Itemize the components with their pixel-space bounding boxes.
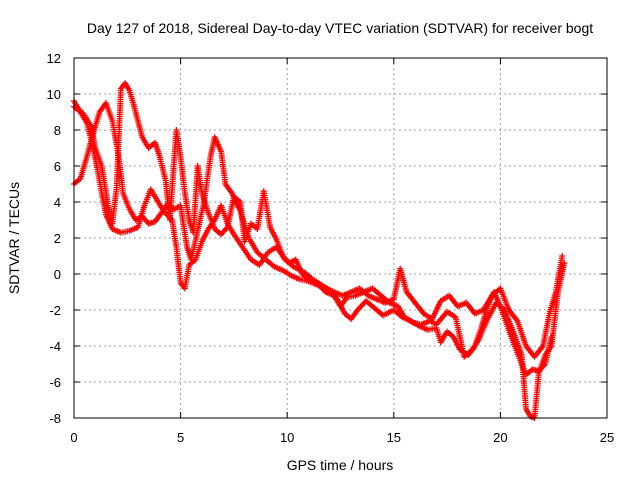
- y-tick-label: -4: [49, 339, 61, 354]
- x-tick-label: 20: [493, 430, 507, 445]
- x-tick-label: 25: [600, 430, 614, 445]
- chart-title: Day 127 of 2018, Sidereal Day-to-day VTE…: [87, 20, 593, 36]
- y-tick-label: 8: [54, 123, 61, 138]
- grid-lines: [74, 58, 607, 418]
- x-tick-label: 5: [177, 430, 184, 445]
- y-axis-label: SDTVAR / TECUs: [6, 182, 22, 294]
- x-axis-label: GPS time / hours: [287, 457, 394, 473]
- y-tick-label: 10: [47, 87, 61, 102]
- y-tick-label: -8: [49, 411, 61, 426]
- y-tick-label: 0: [54, 267, 61, 282]
- x-tick-label: 15: [387, 430, 401, 445]
- y-axis-ticks: -8 -6 -4 -2 0 2 4 6 8 10 12: [47, 51, 607, 426]
- data-point-marker: [559, 253, 566, 259]
- y-tick-label: -6: [49, 375, 61, 390]
- x-axis-ticks: 0 5 10 15 20 25: [70, 58, 614, 445]
- x-tick-label: 10: [280, 430, 294, 445]
- y-tick-label: 4: [54, 195, 61, 210]
- data-point-marker: [561, 260, 568, 267]
- x-tick-label: 0: [70, 430, 77, 445]
- y-tick-label: 6: [54, 159, 61, 174]
- data-points: [71, 80, 568, 421]
- y-tick-label: 2: [54, 231, 61, 246]
- y-tick-label: 12: [47, 51, 61, 66]
- y-tick-label: -2: [49, 303, 61, 318]
